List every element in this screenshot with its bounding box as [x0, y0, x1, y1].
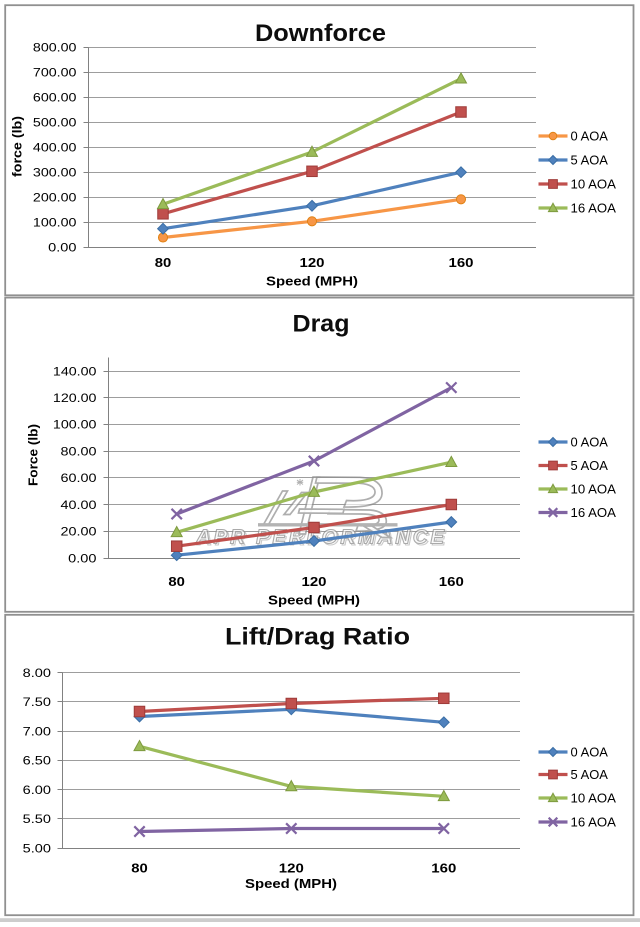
svg-text:100.00: 100.00 — [53, 418, 97, 432]
svg-text:140.00: 140.00 — [53, 364, 97, 378]
svg-text:160: 160 — [439, 575, 464, 589]
svg-text:800.00: 800.00 — [33, 40, 77, 54]
svg-text:80.00: 80.00 — [61, 444, 97, 458]
svg-text:16 AOA: 16 AOA — [571, 201, 617, 216]
svg-text:300.00: 300.00 — [33, 165, 77, 179]
svg-text:16 AOA: 16 AOA — [571, 505, 617, 520]
svg-text:100.00: 100.00 — [33, 215, 77, 229]
svg-text:0 AOA: 0 AOA — [571, 129, 609, 144]
svg-text:force (lb): force (lb) — [10, 116, 25, 177]
svg-text:600.00: 600.00 — [33, 90, 77, 104]
svg-text:8.00: 8.00 — [23, 666, 52, 680]
svg-text:10 AOA: 10 AOA — [571, 482, 617, 497]
svg-text:5.00: 5.00 — [23, 841, 52, 855]
svg-text:Speed (MPH): Speed (MPH) — [268, 593, 360, 608]
svg-text:5 AOA: 5 AOA — [571, 153, 609, 168]
svg-text:7.00: 7.00 — [23, 724, 52, 738]
svg-text:16 AOA: 16 AOA — [571, 815, 617, 830]
svg-text:160: 160 — [449, 256, 474, 270]
svg-text:Drag: Drag — [293, 311, 350, 338]
svg-text:120: 120 — [302, 575, 327, 589]
svg-text:160: 160 — [431, 862, 456, 876]
svg-text:Speed (MPH): Speed (MPH) — [245, 876, 337, 891]
svg-text:6.50: 6.50 — [23, 754, 52, 768]
svg-text:700.00: 700.00 — [33, 65, 77, 79]
svg-text:10 AOA: 10 AOA — [571, 177, 617, 192]
svg-text:120.00: 120.00 — [53, 391, 97, 405]
svg-text:Lift/Drag Ratio: Lift/Drag Ratio — [225, 624, 410, 651]
svg-text:500.00: 500.00 — [33, 115, 77, 129]
svg-text:5 AOA: 5 AOA — [571, 767, 609, 782]
svg-text:Force (lb): Force (lb) — [26, 424, 41, 486]
svg-text:Speed (MPH): Speed (MPH) — [266, 274, 358, 289]
svg-text:80: 80 — [168, 575, 185, 589]
svg-text:0.00: 0.00 — [68, 551, 97, 565]
svg-text:120: 120 — [279, 862, 304, 876]
svg-text:20.00: 20.00 — [61, 525, 97, 539]
svg-text:0 AOA: 0 AOA — [571, 435, 609, 450]
svg-text:400.00: 400.00 — [33, 140, 77, 154]
svg-text:120: 120 — [300, 256, 325, 270]
svg-text:80: 80 — [155, 256, 172, 270]
svg-text:40.00: 40.00 — [61, 498, 97, 512]
svg-text:0.00: 0.00 — [48, 240, 77, 254]
svg-text:6.00: 6.00 — [23, 783, 52, 797]
svg-text:7.50: 7.50 — [23, 695, 52, 709]
svg-text:80: 80 — [131, 862, 148, 876]
svg-text:200.00: 200.00 — [33, 190, 77, 204]
svg-text:5 AOA: 5 AOA — [571, 458, 609, 473]
svg-text:5.50: 5.50 — [23, 812, 52, 826]
svg-text:10 AOA: 10 AOA — [571, 791, 617, 806]
svg-text:Downforce: Downforce — [255, 20, 386, 47]
svg-text:0 AOA: 0 AOA — [571, 745, 609, 760]
svg-text:60.00: 60.00 — [61, 471, 97, 485]
